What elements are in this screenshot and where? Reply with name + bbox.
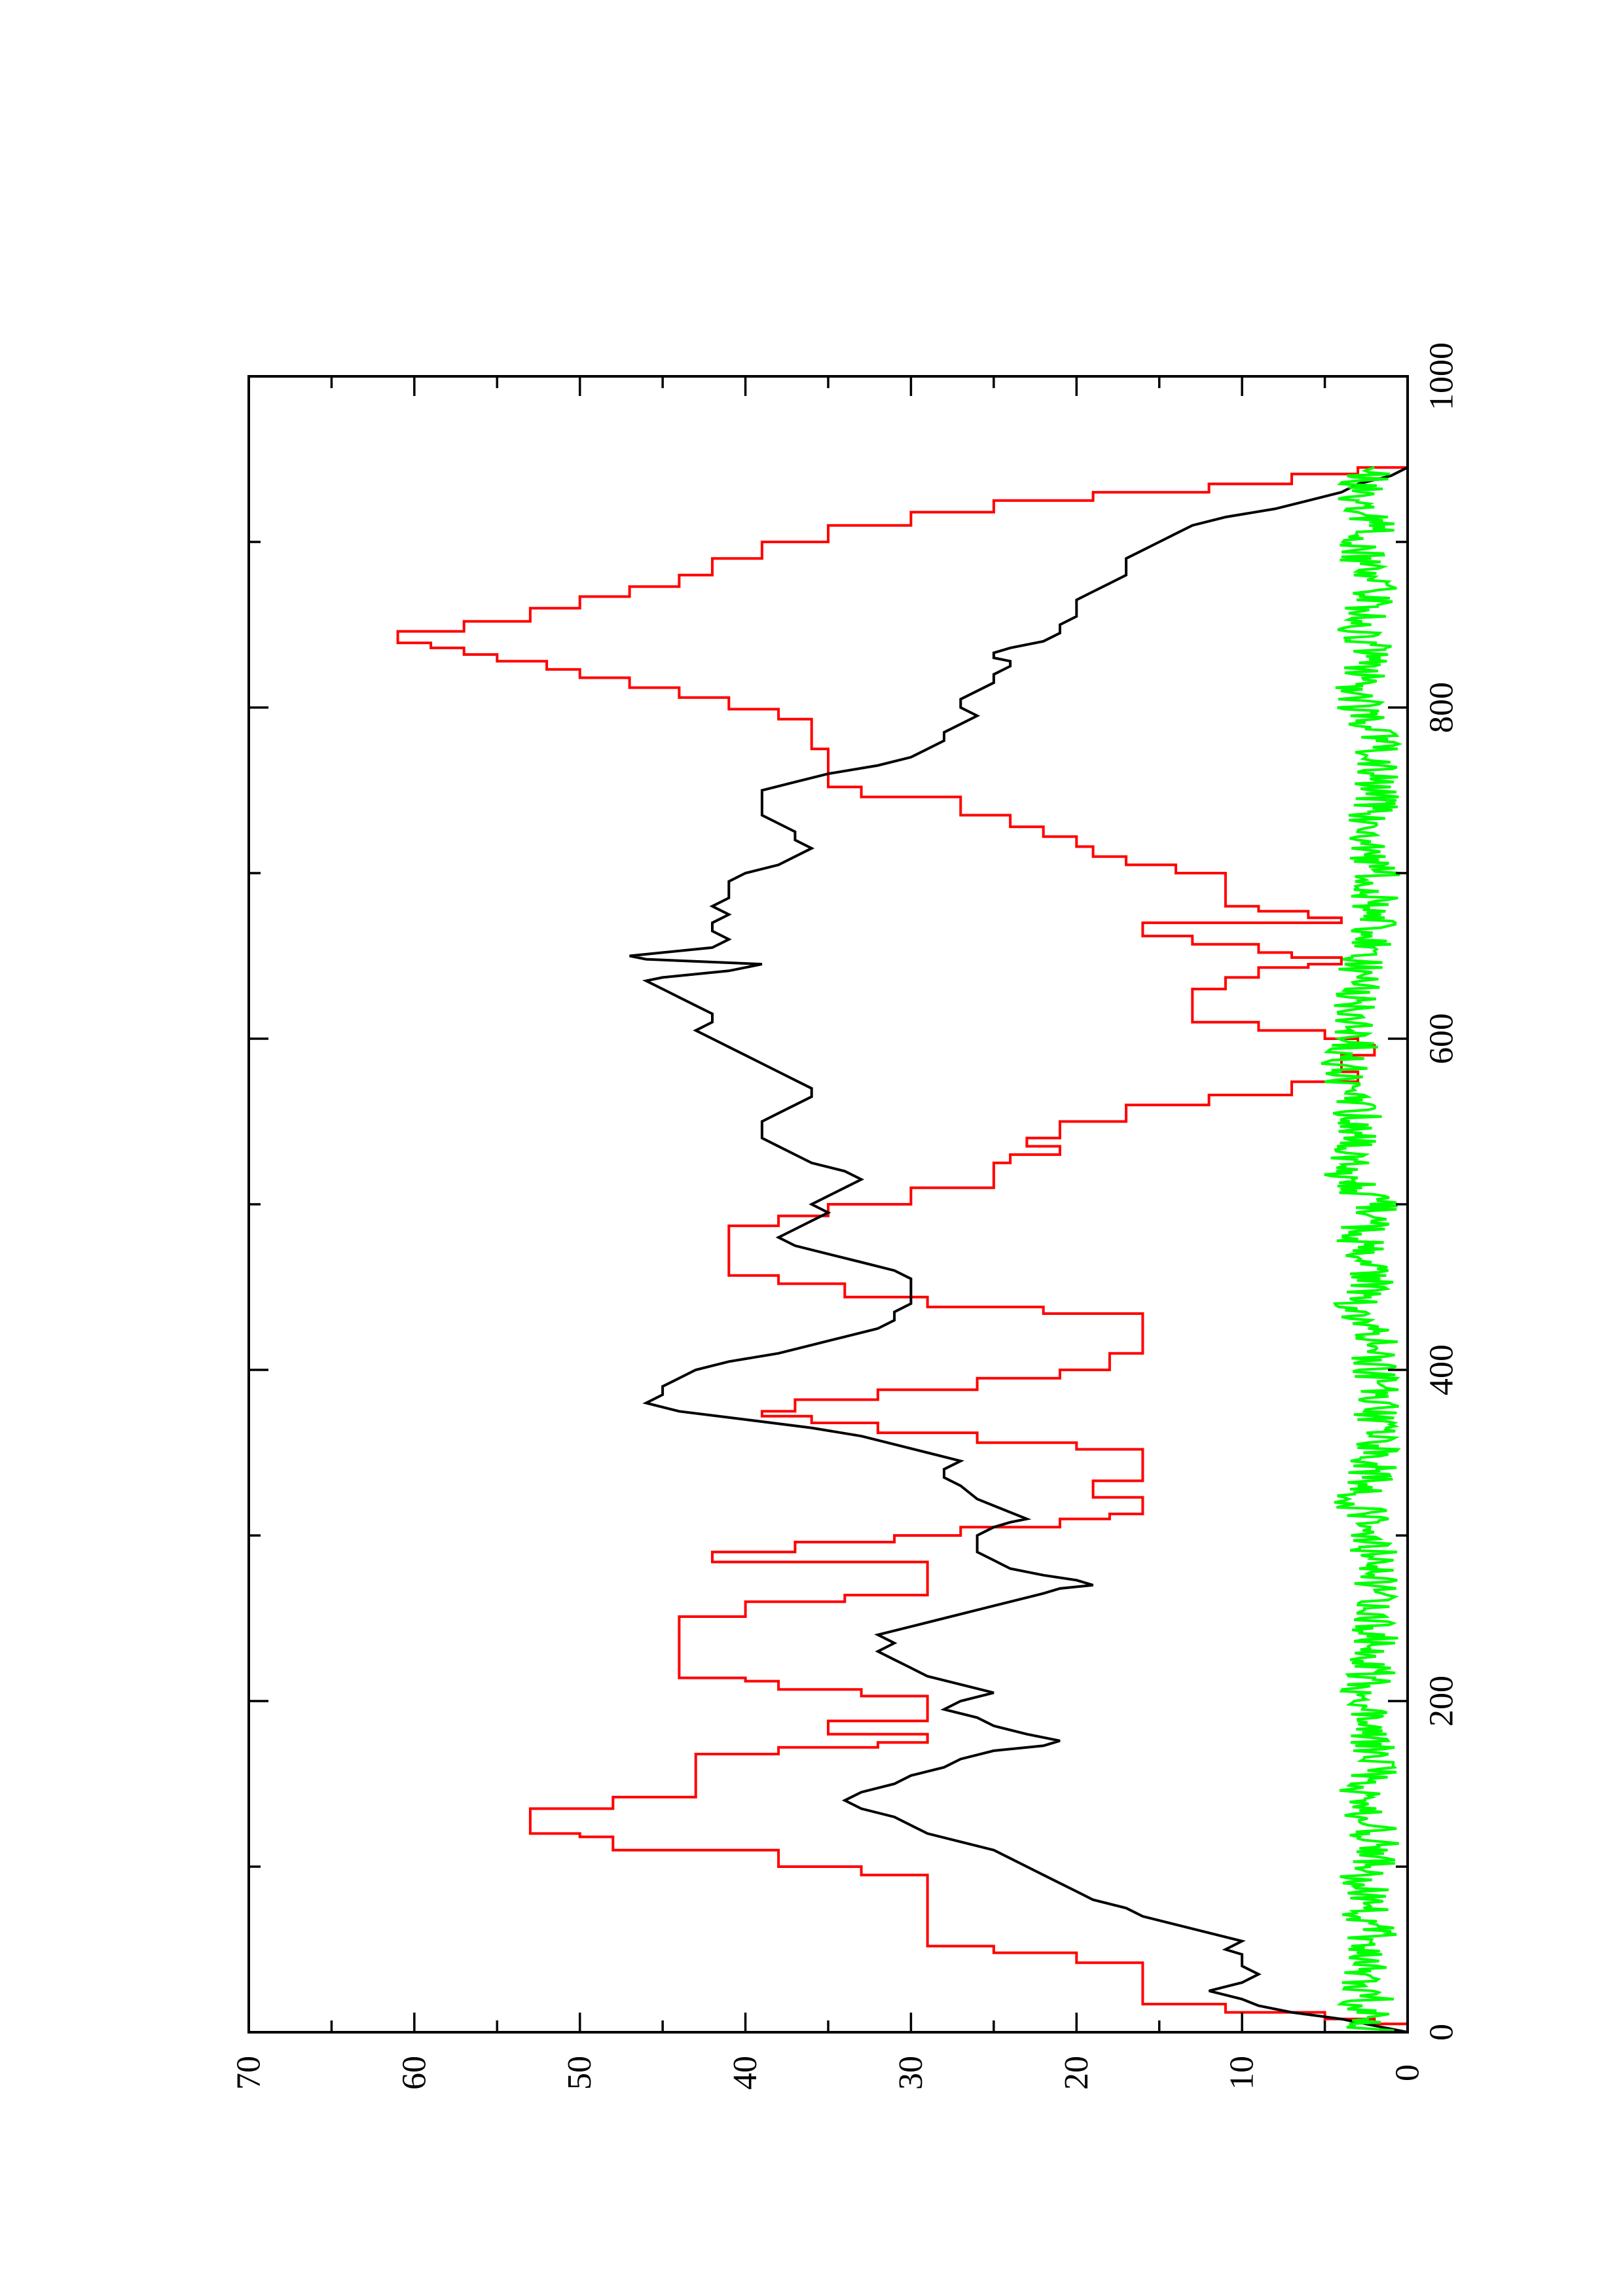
x-tick-label: 200 (1423, 1676, 1461, 1727)
y-tick-label: 10 (1224, 2056, 1261, 2090)
y-tick-label: 40 (727, 2056, 764, 2090)
chart-marks (396, 466, 1409, 2034)
series-line-2 (629, 466, 1408, 2034)
x-tick-label: 600 (1423, 1013, 1461, 1064)
series-line-1 (396, 466, 1409, 2032)
x-tick-label: 0 (1423, 2024, 1461, 2041)
chart-tick-labels: 0 200 400 600 800 1000 0 10 20 30 40 50 60 70 (230, 342, 1461, 2090)
y-tick-label: 20 (1058, 2056, 1095, 2090)
y-tick-label: 50 (561, 2056, 598, 2090)
x-tick-label: 800 (1423, 682, 1461, 733)
plot-frame (247, 375, 1409, 2034)
y-tick-label: 60 (395, 2056, 433, 2090)
x-tick-label: 400 (1423, 1344, 1461, 1395)
series-line-3 (1321, 466, 1403, 2034)
y-tick-label: 70 (230, 2056, 268, 2090)
x-tick-label: 1000 (1423, 342, 1461, 410)
y-tick-label: 0 (1389, 2064, 1427, 2081)
y-tick-label: 30 (892, 2056, 930, 2090)
